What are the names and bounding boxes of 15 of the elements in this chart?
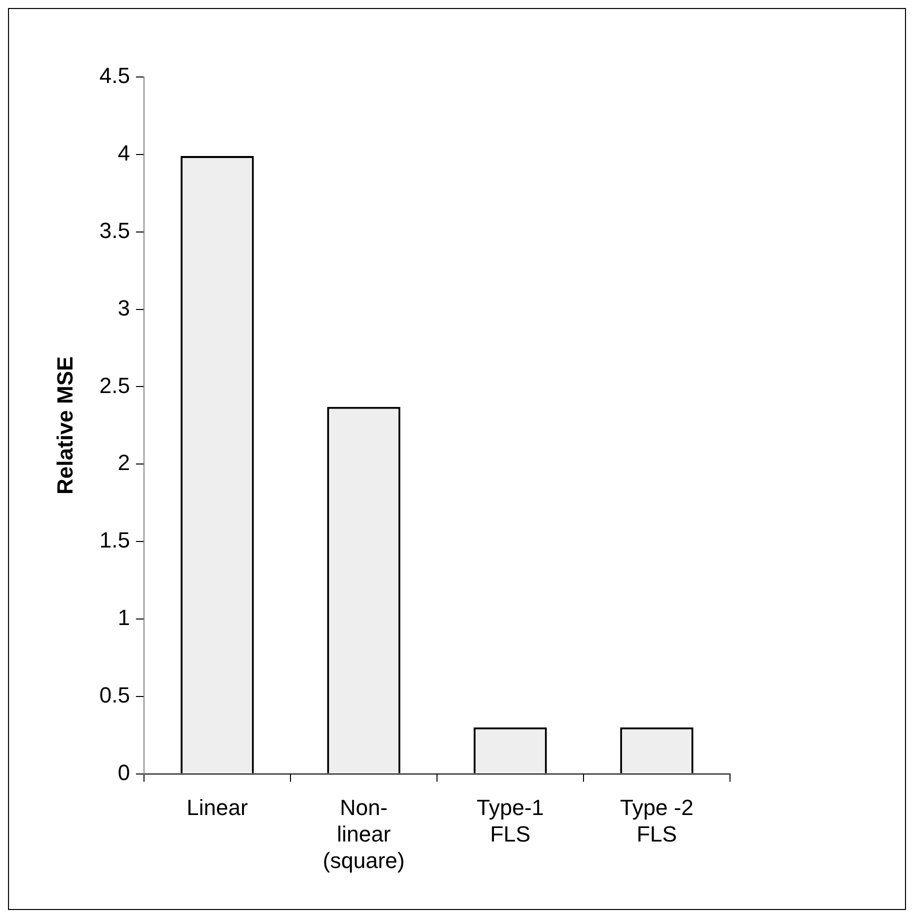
y-tick-label: 1.5 bbox=[99, 528, 130, 553]
y-tick-label: 3.5 bbox=[99, 218, 130, 243]
y-tick-label: 2 bbox=[118, 450, 130, 476]
y-tick-label: 4 bbox=[118, 140, 130, 166]
y-tick-label: 0 bbox=[118, 760, 130, 785]
y-axis-title: Relative MSE bbox=[52, 356, 78, 494]
x-tick-label: Type -2 FLS bbox=[620, 795, 694, 846]
y-tick-label: 1 bbox=[118, 605, 130, 630]
y-tick-label: 4.5 bbox=[99, 63, 130, 88]
y-tick-label: 2.5 bbox=[99, 372, 130, 398]
y-tick-label: 0.5 bbox=[99, 682, 130, 708]
x-tick-label: Type-1 FLS bbox=[476, 795, 544, 846]
x-tick-label: Linear bbox=[186, 795, 248, 820]
x-tick-label: Non-linear (square) bbox=[322, 795, 405, 873]
y-tick-label: 3 bbox=[118, 295, 130, 320]
